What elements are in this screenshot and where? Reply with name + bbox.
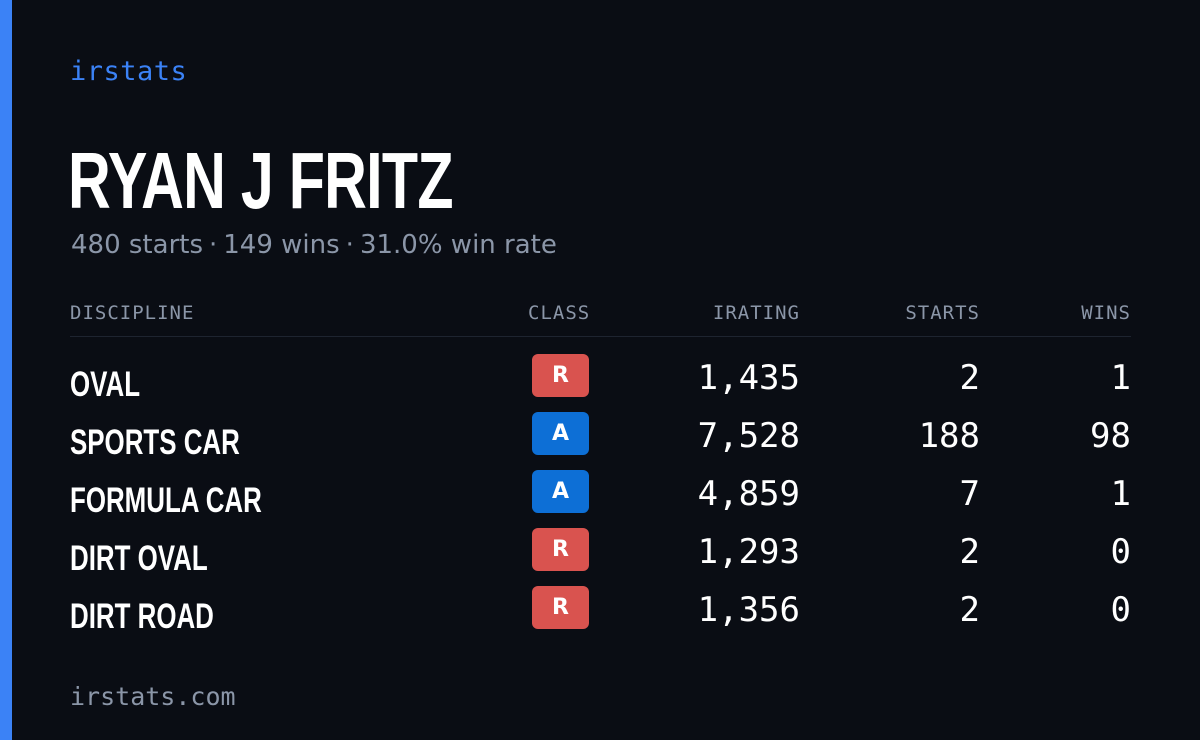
summary-separator: · — [209, 230, 218, 260]
driver-summary: 480 starts · 149 wins · 31.0% win rate — [71, 230, 557, 260]
footer-site-link[interactable]: irstats.com — [70, 682, 236, 711]
irating-cell: 1,293 — [697, 532, 800, 572]
wins-cell: 98 — [1090, 416, 1131, 456]
table-row: DIRT ROAD R 1,356 2 0 — [70, 586, 1131, 644]
table-body: OVAL R 1,435 2 1 SPORTS CAR A 7,528 188 … — [70, 354, 1131, 644]
class-badge: A — [532, 470, 589, 513]
table-row: SPORTS CAR A 7,528 188 98 — [70, 412, 1131, 470]
discipline-cell: OVAL — [70, 365, 141, 404]
class-badge: R — [532, 586, 589, 629]
summary-win-rate: 31.0% win rate — [359, 230, 557, 260]
discipline-cell: DIRT OVAL — [70, 539, 208, 578]
wins-cell: 0 — [1110, 532, 1131, 572]
starts-cell: 2 — [959, 590, 980, 630]
starts-cell: 2 — [959, 358, 980, 398]
class-badge: A — [532, 412, 589, 455]
table-row: OVAL R 1,435 2 1 — [70, 354, 1131, 412]
stats-table: DISCIPLINE CLASS IRATING STARTS WINS OVA… — [70, 300, 1131, 644]
header-irating: IRATING — [712, 302, 800, 324]
irating-cell: 4,859 — [697, 474, 800, 514]
header-wins: WINS — [1081, 302, 1131, 324]
discipline-cell: SPORTS CAR — [70, 423, 240, 462]
table-header: DISCIPLINE CLASS IRATING STARTS WINS — [70, 300, 1131, 337]
class-badge: R — [532, 528, 589, 571]
wins-cell: 0 — [1110, 590, 1131, 630]
driver-name: RYAN J FRITZ — [68, 136, 453, 225]
starts-cell: 2 — [959, 532, 980, 572]
header-discipline: DISCIPLINE — [70, 302, 195, 324]
starts-cell: 188 — [918, 416, 980, 456]
discipline-cell: FORMULA CAR — [70, 481, 262, 520]
discipline-cell: DIRT ROAD — [70, 597, 214, 636]
header-class: CLASS — [528, 302, 591, 324]
wins-cell: 1 — [1110, 358, 1131, 398]
irating-cell: 7,528 — [697, 416, 800, 456]
table-row: DIRT OVAL R 1,293 2 0 — [70, 528, 1131, 586]
brand-logo: irstats — [70, 56, 188, 87]
summary-wins: 149 wins — [223, 230, 340, 260]
irating-cell: 1,356 — [697, 590, 800, 630]
table-row: FORMULA CAR A 4,859 7 1 — [70, 470, 1131, 528]
wins-cell: 1 — [1110, 474, 1131, 514]
summary-separator: · — [345, 230, 354, 260]
class-badge: R — [532, 354, 589, 397]
accent-bar — [0, 0, 12, 740]
summary-starts: 480 starts — [71, 230, 203, 260]
starts-cell: 7 — [959, 474, 980, 514]
irating-cell: 1,435 — [697, 358, 800, 398]
header-starts: STARTS — [905, 302, 980, 324]
